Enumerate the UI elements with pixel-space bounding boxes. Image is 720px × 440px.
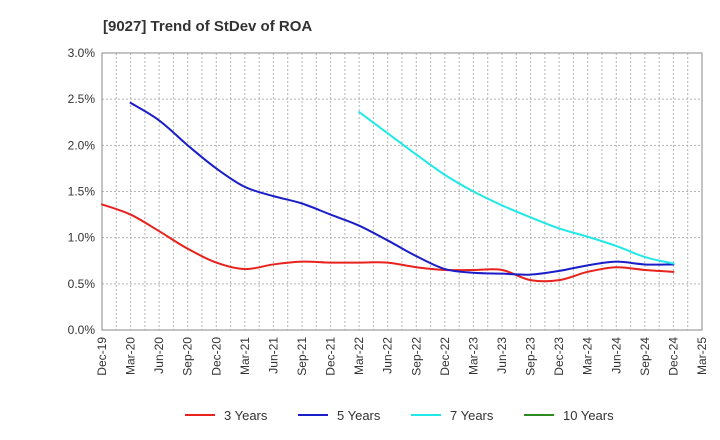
x-tick-label: Jun-20 xyxy=(152,337,166,374)
x-tick-label: Dec-24 xyxy=(666,337,680,376)
series-lines xyxy=(101,101,675,283)
y-tick-label: 3.0% xyxy=(68,46,96,60)
x-tick-label: Mar-22 xyxy=(352,337,366,375)
y-tick-label: 2.0% xyxy=(68,138,96,152)
y-tick-label: 1.0% xyxy=(68,231,96,245)
y-tick-label: 0.0% xyxy=(68,323,96,337)
x-tick-label: Dec-23 xyxy=(552,337,566,376)
series-line-3-years xyxy=(101,203,675,283)
x-tick-label: Sep-20 xyxy=(181,337,195,376)
x-tick-label: Mar-20 xyxy=(124,337,138,375)
grid xyxy=(102,52,702,331)
x-tick-label: Mar-24 xyxy=(581,337,595,375)
legend-label: 3 Years xyxy=(224,408,268,423)
series-line-5-years xyxy=(129,101,675,276)
y-tick-label: 2.5% xyxy=(68,92,96,106)
chart-title: [9027] Trend of StDev of ROA xyxy=(103,18,312,35)
legend-label: 5 Years xyxy=(337,408,381,423)
x-tick-label: Dec-22 xyxy=(438,337,452,376)
axes: 0.0% 0.5% 1.0% 1.5% 2.0% 2.5% 3.0% Dec-19 Mar-20… xyxy=(68,46,709,376)
x-tick-label: Sep-24 xyxy=(638,337,652,376)
y-tick-label: 0.5% xyxy=(68,277,96,291)
x-tick-label: Dec-21 xyxy=(324,337,338,376)
x-tick-label: Mar-23 xyxy=(466,337,480,375)
x-tick-label: Sep-21 xyxy=(295,337,309,376)
x-tick-label: Jun-22 xyxy=(381,337,395,374)
x-tick-label: Mar-21 xyxy=(238,337,252,375)
x-tick-label: Sep-22 xyxy=(409,337,423,376)
legend: 3 Years 5 Years 7 Years 10 Years xyxy=(185,408,614,423)
x-tick-label: Sep-23 xyxy=(524,337,538,376)
x-tick-label: Mar-25 xyxy=(695,337,709,375)
x-tick-label: Dec-20 xyxy=(209,337,223,376)
plot-frame xyxy=(101,52,703,331)
x-tick-label: Jun-23 xyxy=(495,337,509,374)
x-tick-label: Jun-21 xyxy=(266,337,280,374)
y-tick-label: 1.5% xyxy=(68,185,96,199)
x-tick-label: Jun-24 xyxy=(609,337,623,374)
x-tick-label: Dec-19 xyxy=(95,337,109,376)
legend-label: 7 Years xyxy=(450,408,494,423)
legend-label: 10 Years xyxy=(563,408,614,423)
series-line-7-years xyxy=(358,111,675,265)
